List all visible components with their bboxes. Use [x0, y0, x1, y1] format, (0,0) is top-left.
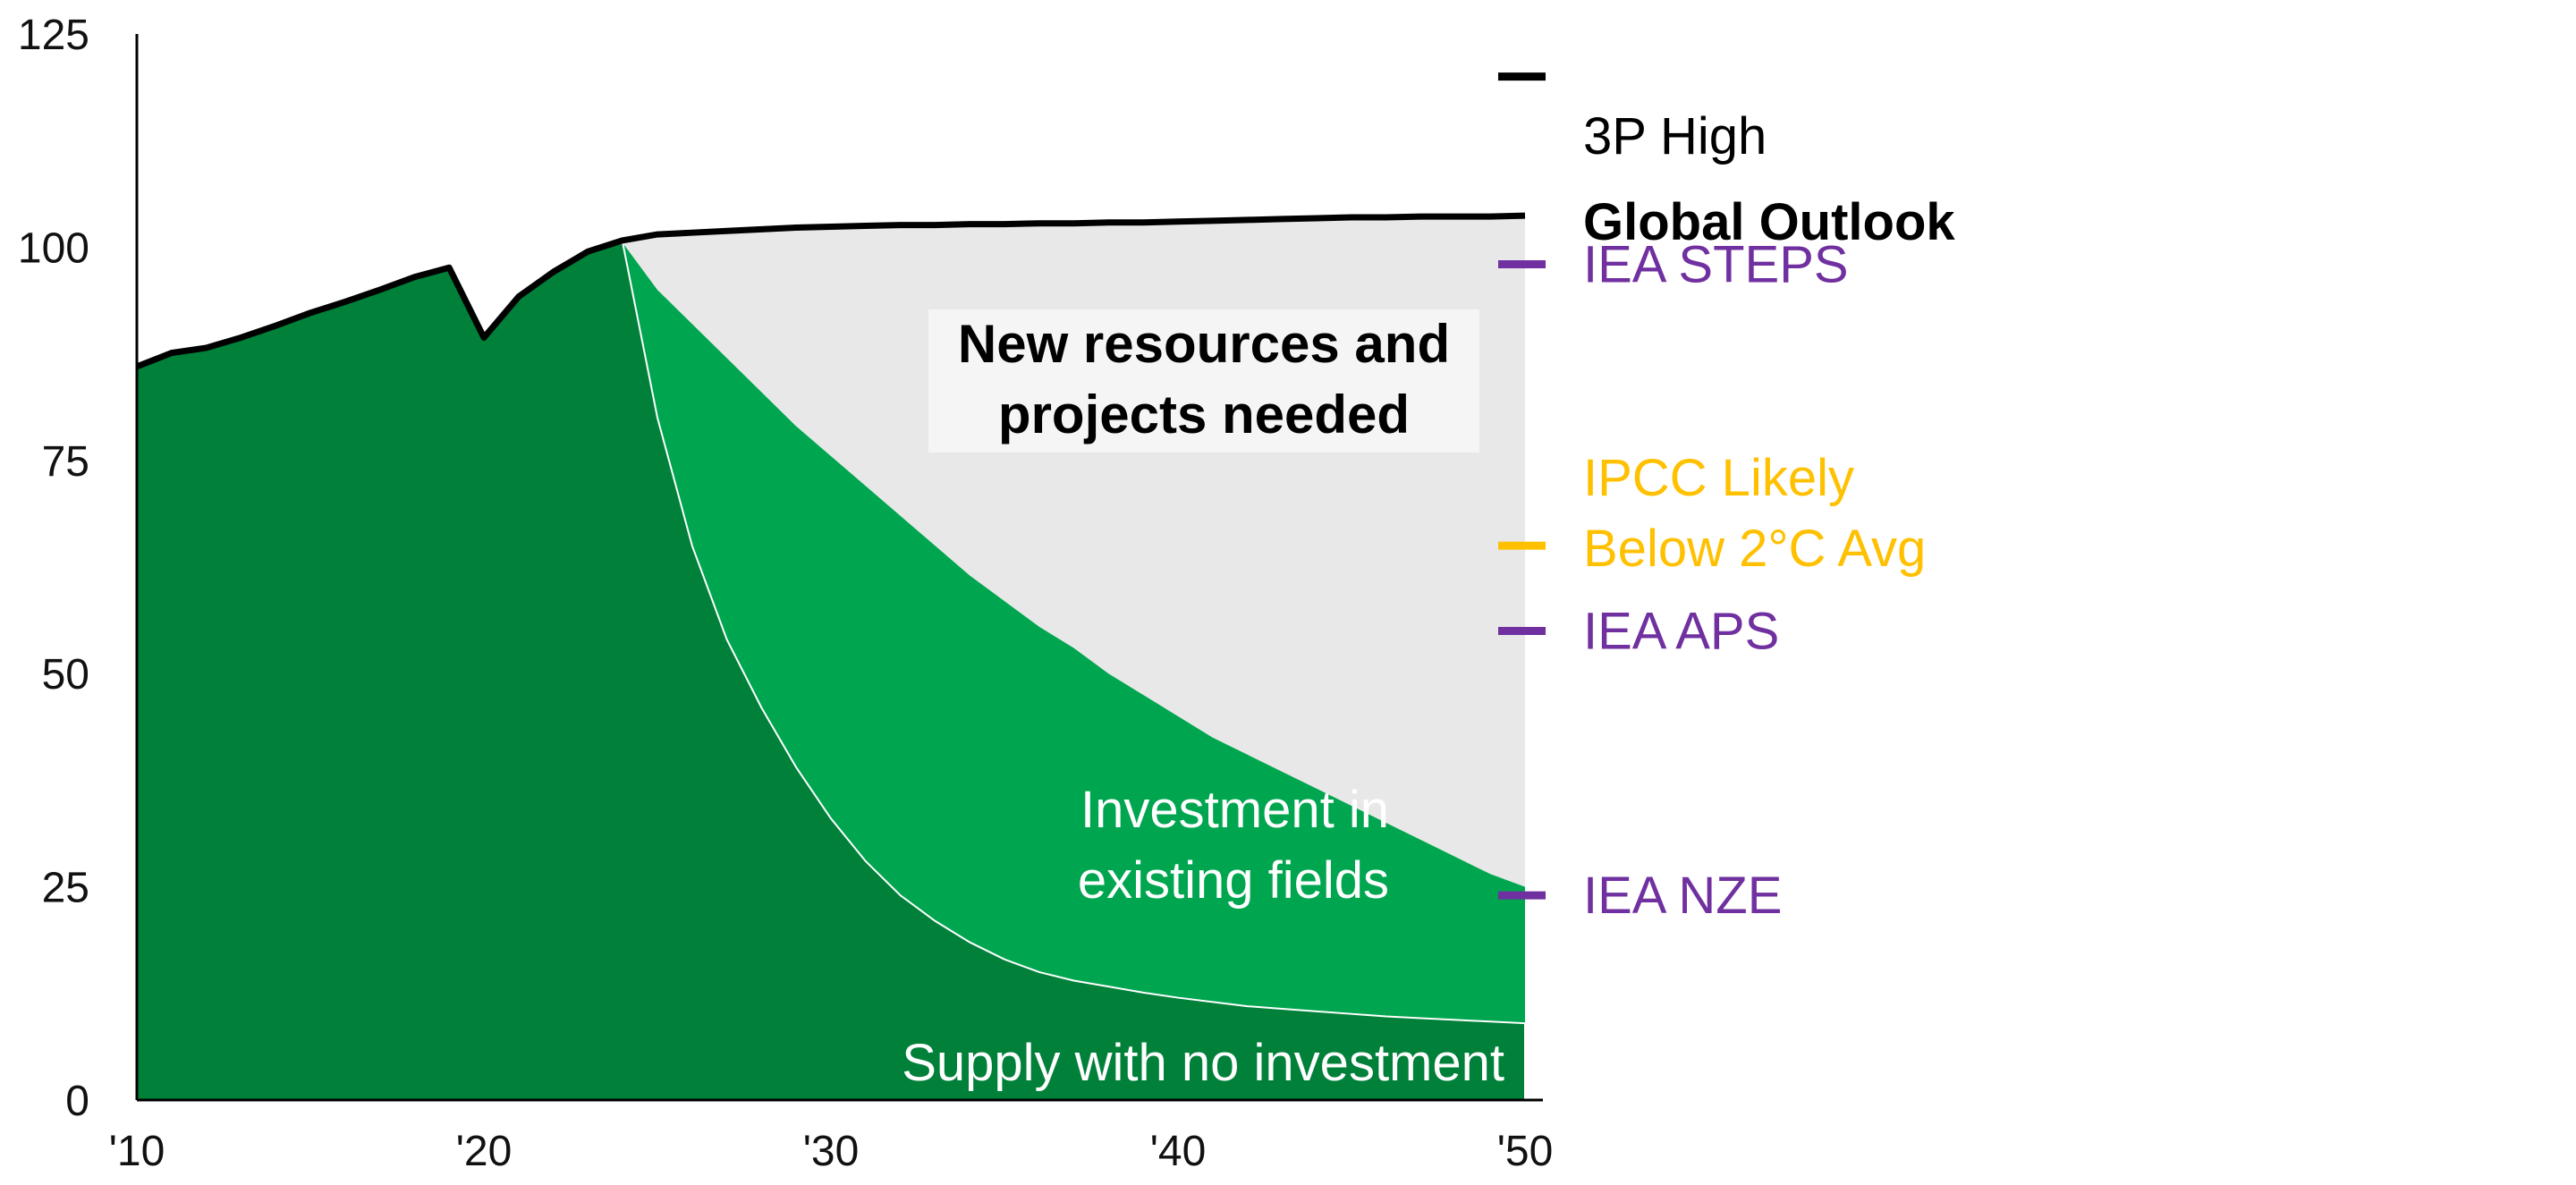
y-tick-label: 100 [18, 224, 89, 272]
annotation-new-resources: New resources and projects needed [928, 309, 1479, 453]
scenario-label-iea-steps: IEA STEPS [1583, 235, 1849, 293]
scenario-label-ipcc-likely: IPCC Likely [1583, 449, 1854, 507]
x-tick-label: '10 [109, 1128, 165, 1175]
annotation-existing-fields-line2: existing fields [1078, 851, 1389, 910]
y-tick-label: 50 [42, 651, 89, 698]
y-tick-label: 75 [42, 438, 89, 486]
scenario-label-ipcc-likely-line2: Below 2°C Avg [1583, 520, 1926, 578]
annotation-new-resources-line2: projects needed [998, 385, 1410, 444]
scenario-label-iea-aps: IEA APS [1583, 603, 1779, 661]
annotation-no-investment: Supply with no investment [902, 1034, 1504, 1092]
scenario-heading-global-outlook: Global Outlook [1583, 193, 1955, 251]
x-tick-label: '40 [1150, 1128, 1207, 1175]
y-tick-label: 0 [65, 1078, 89, 1125]
annotation-existing-fields: Investment in existing fields [1078, 781, 1389, 910]
series-line-3p-high [135, 212, 1526, 370]
axes [135, 34, 1543, 1102]
annotation-new-resources-line1: New resources and [958, 314, 1450, 374]
x-tick-label: '30 [803, 1128, 860, 1175]
y-tick-label: 25 [42, 865, 89, 912]
tick-labels: 0 25 50 75 100 125 '10 '20 '30 '40 '50 [18, 12, 1553, 1175]
annotation-existing-fields-line1: Investment in [1080, 781, 1389, 839]
x-tick-label: '50 [1497, 1128, 1554, 1175]
scenario-label-iea-nze: IEA NZE [1583, 867, 1782, 925]
x-tick-label: '20 [456, 1128, 513, 1175]
annotation-background [928, 309, 1479, 453]
y-tick-label: 125 [18, 12, 89, 59]
legend-label-3p-high: 3P High [1583, 107, 1767, 165]
